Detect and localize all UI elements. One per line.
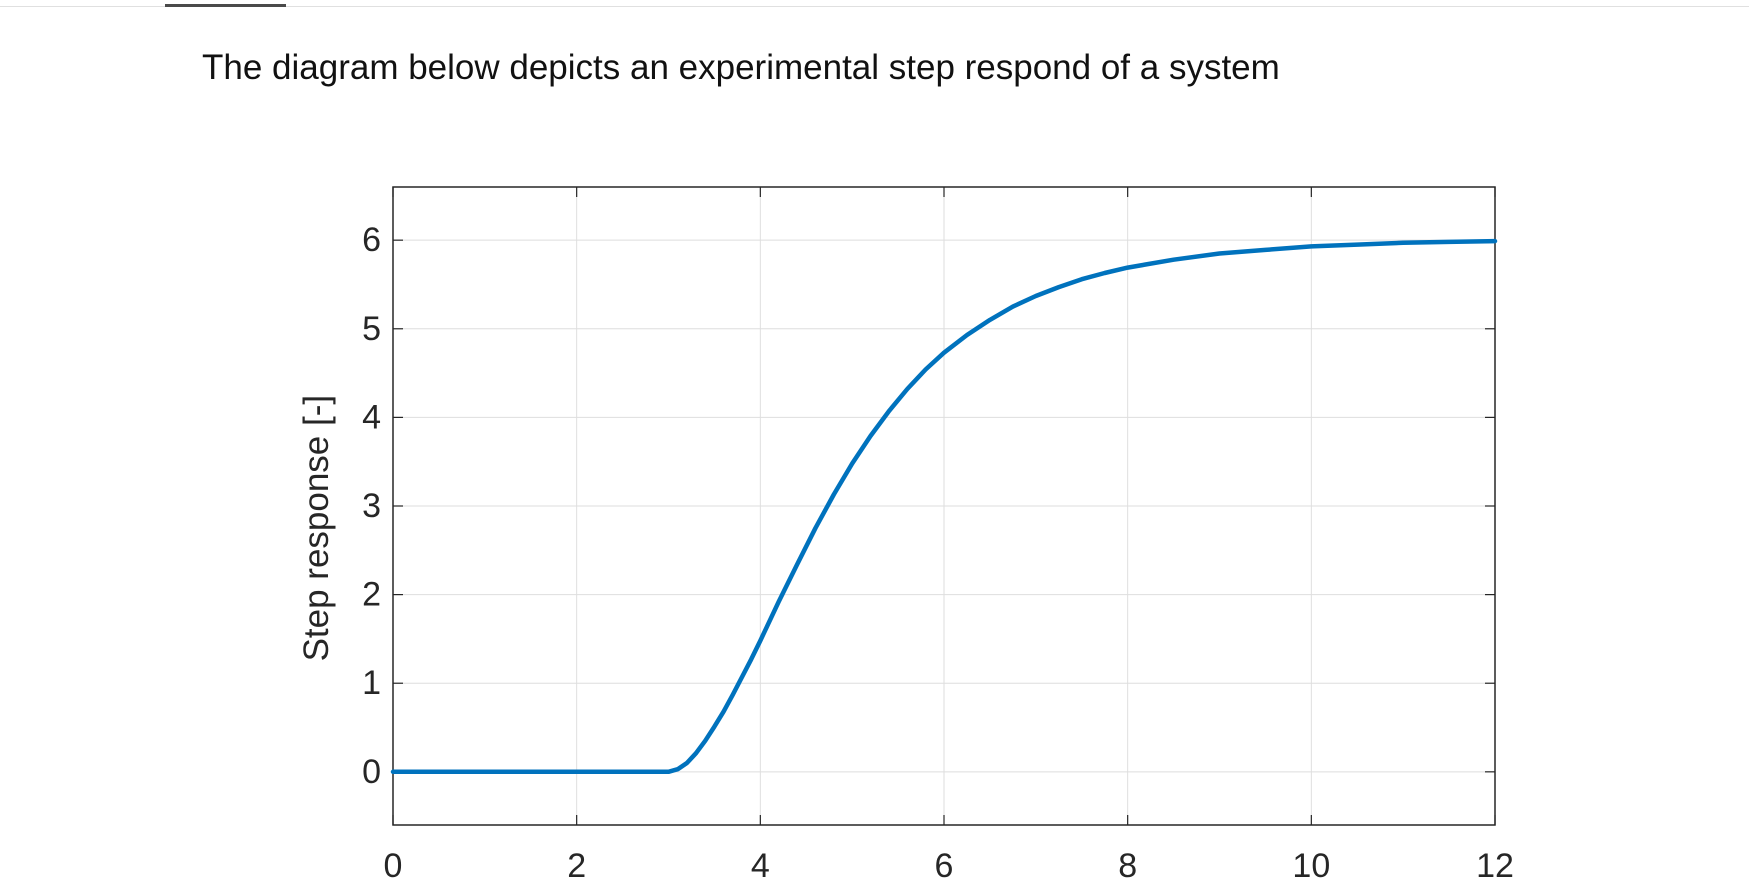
x-tick-labels: 0 2 4 6 8 10 12 — [384, 847, 1514, 885]
y-tick-label: 4 — [362, 398, 381, 436]
y-tick-label: 5 — [362, 310, 381, 348]
y-tick-label: 2 — [362, 576, 381, 614]
y-axis-label: Step response [-] — [297, 395, 336, 662]
x-tick-label: 8 — [1118, 847, 1137, 885]
x-tick-label: 2 — [567, 847, 586, 885]
y-tick-label: 3 — [362, 487, 381, 525]
top-divider — [0, 6, 1749, 7]
y-tick-label: 1 — [362, 664, 381, 702]
x-tick-label: 10 — [1292, 847, 1330, 885]
y-tick-label: 6 — [362, 221, 381, 259]
step-response-line — [390, 238, 1498, 775]
x-tick-label: 12 — [1476, 847, 1514, 885]
active-tab-indicator — [165, 4, 286, 7]
x-tick-label: 0 — [384, 847, 403, 885]
question-text: The diagram below depicts an experimenta… — [202, 48, 1280, 87]
x-tick-label: 6 — [935, 847, 954, 885]
y-tick-label: 0 — [362, 753, 381, 791]
x-tick-label: 4 — [751, 847, 770, 885]
y-tick-labels: 0 1 2 3 4 5 6 — [362, 221, 381, 791]
grid-lines — [392, 187, 1496, 825]
